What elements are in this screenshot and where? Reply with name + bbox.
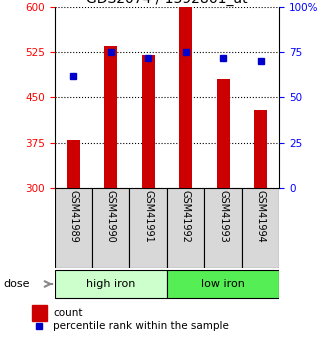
Bar — [104, 46, 117, 188]
Bar — [217, 79, 230, 188]
Bar — [92, 188, 129, 268]
Text: GSM41989: GSM41989 — [68, 190, 78, 243]
Bar — [67, 140, 80, 188]
Text: dose: dose — [3, 279, 30, 289]
Bar — [55, 269, 167, 298]
Bar — [242, 188, 279, 268]
Text: GSM41991: GSM41991 — [143, 190, 153, 243]
Text: count: count — [53, 308, 82, 318]
Bar — [55, 188, 92, 268]
Bar — [254, 109, 267, 188]
Bar — [142, 55, 155, 188]
Title: GDS2074 / 1392861_at: GDS2074 / 1392861_at — [86, 0, 248, 6]
Bar — [129, 188, 167, 268]
Text: high iron: high iron — [86, 279, 135, 289]
Text: percentile rank within the sample: percentile rank within the sample — [53, 321, 229, 331]
Bar — [167, 188, 204, 268]
Bar — [167, 269, 279, 298]
Text: GSM41992: GSM41992 — [181, 190, 191, 243]
Text: GSM41993: GSM41993 — [218, 190, 228, 243]
Bar — [179, 7, 192, 188]
Bar — [204, 188, 242, 268]
Bar — [32, 305, 47, 321]
Text: low iron: low iron — [201, 279, 245, 289]
Text: GSM41990: GSM41990 — [106, 190, 116, 243]
Text: GSM41994: GSM41994 — [256, 190, 265, 243]
